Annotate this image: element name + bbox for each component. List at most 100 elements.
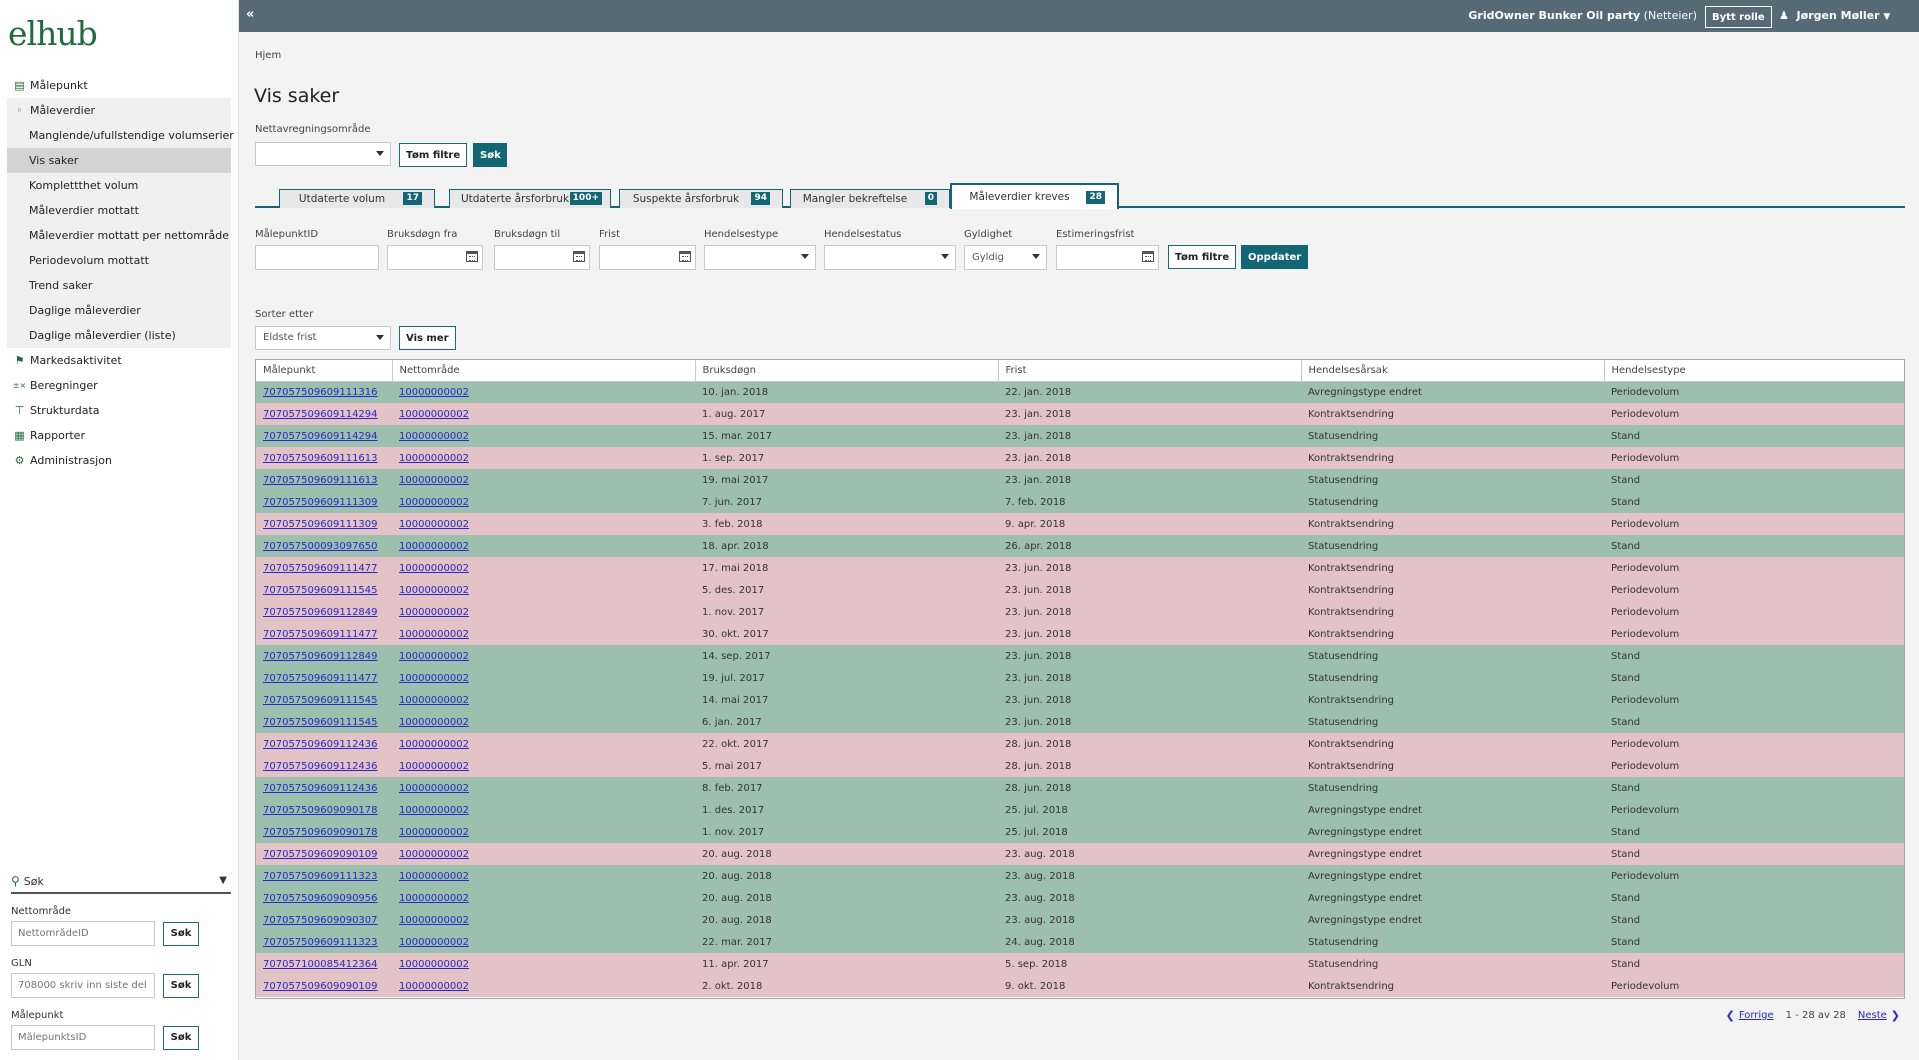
meterpoint-link[interactable]: 707057509609112436 xyxy=(263,782,378,794)
net-area-link[interactable]: 10000000002 xyxy=(399,628,469,640)
meterpoint-link[interactable]: 707057509609090178 xyxy=(263,826,378,838)
table-row[interactable]: 707057509609090307 10000000002 20. aug. 20… xyxy=(256,909,1904,931)
net-area-link[interactable]: 10000000002 xyxy=(399,782,469,794)
meterpoint-link[interactable]: 707057500093097650 xyxy=(263,540,378,552)
validity-select[interactable]: Gyldig xyxy=(964,245,1047,270)
table-row[interactable]: 707057509609111477 10000000002 30. okt. 20… xyxy=(256,623,1904,645)
calendar-icon[interactable] xyxy=(1142,251,1154,262)
table-row[interactable]: 707057509609111545 10000000002 5. des. 201… xyxy=(256,579,1904,601)
next-page-link[interactable]: Neste xyxy=(1857,1010,1887,1021)
meterpoint-link[interactable]: 707057509609111613 xyxy=(263,474,378,486)
net-area-link[interactable]: 10000000002 xyxy=(399,562,469,574)
meterpoint-link[interactable]: 707057509609090956 xyxy=(263,892,378,904)
table-row[interactable]: 707057509609090178 10000000002 1. nov. 201… xyxy=(256,821,1904,843)
net-area-link[interactable]: 10000000002 xyxy=(399,606,469,618)
sidebar-item-maleverdier-mottatt[interactable]: Måleverdier mottatt xyxy=(7,198,231,223)
net-area-link[interactable]: 10000000002 xyxy=(399,540,469,552)
net-area-link[interactable]: 10000000002 xyxy=(399,738,469,750)
clear-filters-button[interactable]: Tøm filtre xyxy=(1168,245,1237,269)
table-row[interactable]: 707057509609112436 10000000002 5. mai 2017… xyxy=(256,755,1904,777)
table-row[interactable]: 707057509609111323 10000000002 20. aug. 20… xyxy=(256,865,1904,887)
sidebar-item-trend-saker[interactable]: Trend saker xyxy=(7,273,231,298)
tab-meter-values-required[interactable]: Måleverdier kreves 28 xyxy=(950,183,1119,209)
tab-outdated-volume[interactable]: Utdaterte volum 17 xyxy=(279,189,435,208)
gln-search-button[interactable]: Søk xyxy=(163,973,199,998)
column-header-hendelsesarsak[interactable]: Hendelsesårsak xyxy=(1301,360,1605,382)
meterpoint-link[interactable]: 707057509609114294 xyxy=(263,430,378,442)
net-area-link[interactable]: 10000000002 xyxy=(399,408,469,420)
sidebar-item-maleverdier[interactable]: ◦ Måleverdier xyxy=(7,98,231,123)
meterpoint-link[interactable]: 707057509609090178 xyxy=(263,804,378,816)
show-more-button[interactable]: Vis mer xyxy=(399,326,456,350)
table-row[interactable]: 707057509609090109 10000000002 2. okt. 201… xyxy=(256,975,1904,997)
net-area-link[interactable]: 10000000002 xyxy=(399,936,469,948)
usage-to-input[interactable] xyxy=(494,245,590,270)
table-row[interactable]: 707057509609090178 10000000002 1. des. 201… xyxy=(256,799,1904,821)
meterpoint-link[interactable]: 707057509609111545 xyxy=(263,584,378,596)
table-row[interactable]: 707057100085412364 10000000002 11. apr. 20… xyxy=(256,953,1904,975)
net-area-link[interactable]: 10000000002 xyxy=(399,518,469,530)
area-search-button[interactable]: Søk xyxy=(473,143,507,167)
update-button[interactable]: Oppdater xyxy=(1241,245,1309,269)
tab-missing-confirmation[interactable]: Mangler bekreftelse 0 xyxy=(790,189,950,208)
table-row[interactable]: 707057509609112436 10000000002 22. okt. 20… xyxy=(256,733,1904,755)
column-header-bruksdogn[interactable]: Bruksdøgn xyxy=(695,360,999,382)
sidebar-item-maleverdier-per-nettomrade[interactable]: Måleverdier mottatt per nettområde xyxy=(7,223,231,248)
meterpoint-search-button[interactable]: Søk xyxy=(163,1025,199,1050)
sidebar-item-malepunkt[interactable]: ▤ Målepunkt xyxy=(0,73,239,98)
meterpoint-input[interactable] xyxy=(11,1025,155,1050)
column-header-frist[interactable]: Frist xyxy=(998,360,1302,382)
net-area-link[interactable]: 10000000002 xyxy=(399,958,469,970)
meterpoint-link[interactable]: 707057509609111309 xyxy=(263,496,378,508)
net-area-link[interactable]: 10000000002 xyxy=(399,386,469,398)
column-header-hendelsestype[interactable]: Hendelsestype xyxy=(1604,360,1904,382)
meterpoint-link[interactable]: 707057509609111477 xyxy=(263,628,378,640)
table-row[interactable]: 707057509609111613 10000000002 19. mai 201… xyxy=(256,469,1904,491)
switch-role-button[interactable]: Bytt rolle xyxy=(1705,6,1772,28)
meterpoint-link[interactable]: 707057100085412364 xyxy=(263,958,378,970)
table-row[interactable]: 707057509609111545 10000000002 6. jan. 201… xyxy=(256,711,1904,733)
net-area-link[interactable]: 10000000002 xyxy=(399,760,469,772)
net-area-link[interactable]: 10000000002 xyxy=(399,848,469,860)
sidebar-item-manglende-volumserier[interactable]: Manglende/ufullstendige volumserier xyxy=(7,123,234,148)
sidebar-item-vis-saker[interactable]: Vis saker xyxy=(7,148,231,173)
clear-area-filter-button[interactable]: Tøm filtre xyxy=(399,143,468,167)
meterpoint-id-input[interactable] xyxy=(255,245,379,270)
table-row[interactable]: 707057509609090956 10000000002 20. aug. 20… xyxy=(256,887,1904,909)
meterpoint-link[interactable]: 707057509609112849 xyxy=(263,606,378,618)
net-area-link[interactable]: 10000000002 xyxy=(399,672,469,684)
net-area-link[interactable]: 10000000002 xyxy=(399,452,469,464)
table-row[interactable]: 707057509609111477 10000000002 17. mai 201… xyxy=(256,557,1904,579)
meterpoint-link[interactable]: 707057509609090109 xyxy=(263,848,378,860)
calendar-icon[interactable] xyxy=(679,251,691,262)
table-row[interactable]: 707057509609111323 10000000002 22. mar. 20… xyxy=(256,931,1904,953)
gln-input[interactable] xyxy=(11,973,155,998)
table-row[interactable]: 707057509609111477 10000000002 19. jul. 20… xyxy=(256,667,1904,689)
net-area-link[interactable]: 10000000002 xyxy=(399,870,469,882)
net-area-link[interactable]: 10000000002 xyxy=(399,980,469,992)
estimation-deadline-input[interactable] xyxy=(1056,245,1159,270)
meterpoint-link[interactable]: 707057509609090109 xyxy=(263,980,378,992)
meterpoint-link[interactable]: 707057509609111309 xyxy=(263,518,378,530)
table-row[interactable]: 707057509609112849 10000000002 1. nov. 201… xyxy=(256,601,1904,623)
net-area-link[interactable]: 10000000002 xyxy=(399,650,469,662)
net-area-link[interactable]: 10000000002 xyxy=(399,694,469,706)
calendar-icon[interactable] xyxy=(573,251,585,262)
table-row[interactable]: 707057509609090109 10000000002 20. aug. 20… xyxy=(256,843,1904,865)
side-search-toggle[interactable]: ⚲ Søk ▼ xyxy=(11,869,231,894)
user-menu[interactable]: ♟ Jørgen Møller ▼ xyxy=(1779,9,1890,22)
previous-page-link[interactable]: Forrige xyxy=(1738,1010,1774,1021)
event-status-select[interactable] xyxy=(824,245,956,270)
breadcrumb[interactable]: Hjem xyxy=(255,50,282,61)
meterpoint-link[interactable]: 707057509609111613 xyxy=(263,452,378,464)
tab-suspect-annual-usage[interactable]: Suspekte årsforbruk 94 xyxy=(619,189,783,208)
sidebar-item-komplettthet-volum[interactable]: Komplettthet volum xyxy=(7,173,231,198)
net-area-link[interactable]: 10000000002 xyxy=(399,496,469,508)
sidebar-item-administrasjon[interactable]: ⚙ Administrasjon xyxy=(0,448,239,473)
table-row[interactable]: 707057509609114294 10000000002 1. aug. 201… xyxy=(256,403,1904,425)
net-area-link[interactable]: 10000000002 xyxy=(399,804,469,816)
meterpoint-link[interactable]: 707057509609114294 xyxy=(263,408,378,420)
meterpoint-link[interactable]: 707057509609111545 xyxy=(263,716,378,728)
elhub-logo[interactable]: elhub xyxy=(8,14,98,53)
meterpoint-link[interactable]: 707057509609112849 xyxy=(263,650,378,662)
